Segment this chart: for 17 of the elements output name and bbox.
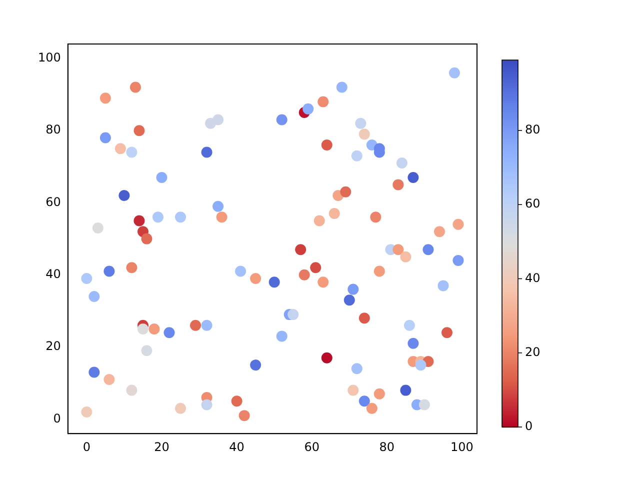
y-tick-label: 0 [53,411,61,426]
y-tick-label: 60 [46,194,61,209]
color-bar-label: 40 [525,270,540,285]
x-tick-label: 80 [379,440,395,454]
y-tick-label: 40 [46,267,61,281]
y-tick-label: 80 [46,122,61,137]
color-bar-label: 80 [525,122,540,137]
color-bar-label: 20 [525,344,540,359]
color-bar-label: 60 [525,196,540,211]
x-tick-label: 0 [82,440,90,454]
color-bar-label: 0 [525,419,533,434]
x-tick-label: 40 [229,440,244,454]
y-tick-label: 100 [38,50,61,65]
x-tick-label: 20 [154,440,170,454]
x-tick-label: 100 [450,440,474,454]
y-tick-label: 20 [46,339,61,354]
x-tick-label: 60 [304,440,320,454]
